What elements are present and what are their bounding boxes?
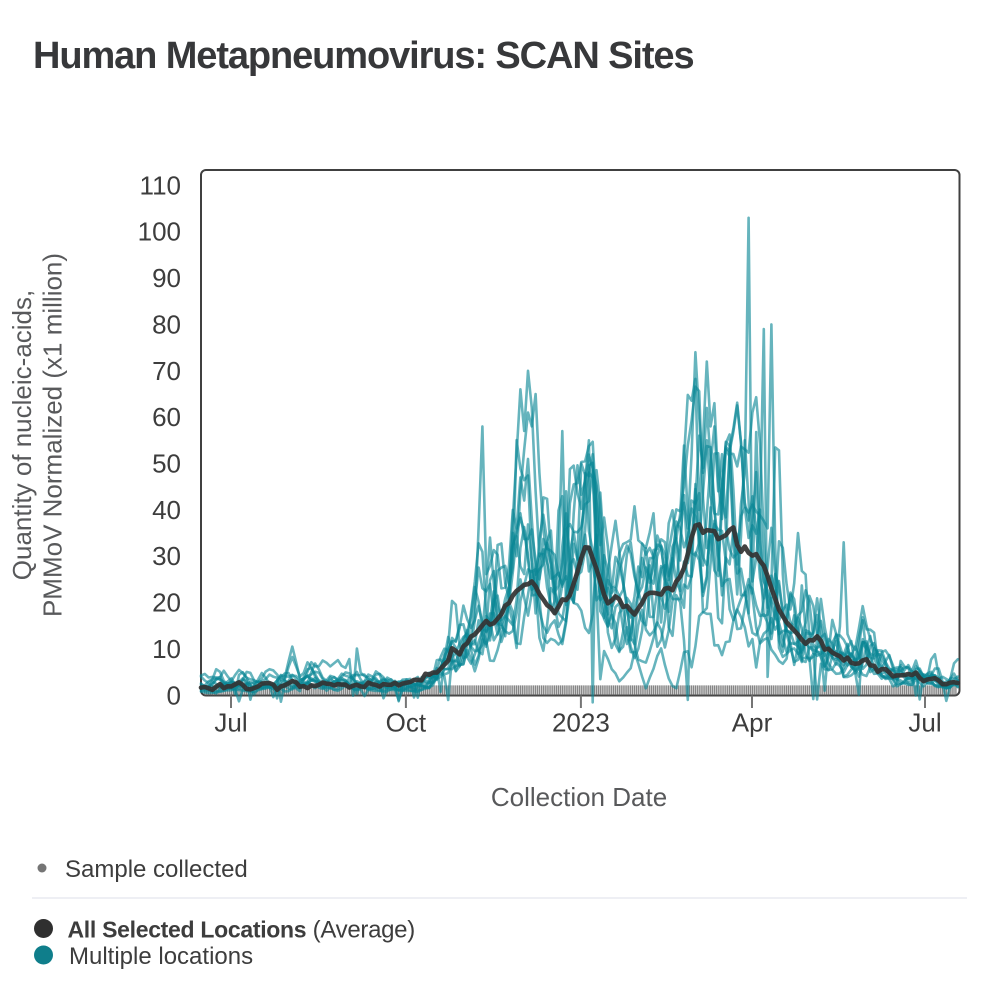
svg-text:All Selected Locations (Averag: All Selected Locations (Average) [68,917,415,944]
svg-text:Human Metapneumovirus: SCAN Si: Human Metapneumovirus: SCAN Sites [33,35,694,77]
svg-text:0: 0 [167,680,181,710]
svg-text:PMMoV Normalized (x1 million): PMMoV Normalized (x1 million) [38,253,68,617]
svg-text:Quantity of nucleic-acids,: Quantity of nucleic-acids, [7,290,37,580]
svg-text:Jul: Jul [908,708,941,738]
svg-text:Multiple locations: Multiple locations [69,943,253,970]
svg-text:70: 70 [152,356,181,386]
svg-text:20: 20 [152,588,181,618]
svg-text:30: 30 [152,541,181,571]
svg-text:Apr: Apr [732,708,773,738]
svg-text:60: 60 [152,402,181,432]
svg-text:100: 100 [138,217,181,247]
svg-text:110: 110 [140,170,181,200]
svg-text:Sample collected: Sample collected [65,856,248,883]
svg-text:50: 50 [152,449,181,479]
svg-text:Oct: Oct [386,708,427,738]
svg-text:Jul: Jul [214,708,247,738]
svg-text:Collection Date: Collection Date [491,782,667,812]
svg-text:40: 40 [152,495,181,525]
svg-text:80: 80 [152,309,181,339]
svg-text:2023: 2023 [552,708,610,738]
svg-text:10: 10 [152,634,181,664]
svg-text:90: 90 [152,263,181,293]
